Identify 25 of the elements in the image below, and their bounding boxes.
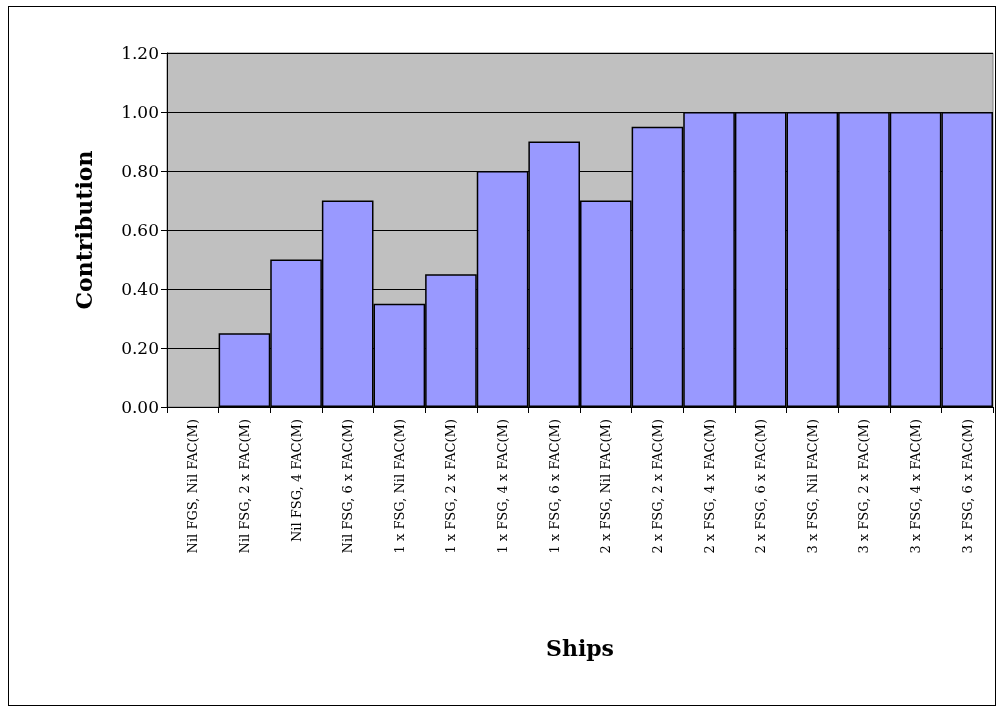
y-tick-label: 1.00: [121, 102, 159, 122]
x-tick-label: 3 x FSG, 6 x FAC(M): [959, 419, 975, 554]
x-tick-label: 2 x FSG, 2 x FAC(M): [649, 419, 665, 554]
x-tick-label: 1 x FSG, 2 x FAC(M): [443, 419, 459, 554]
y-tick-label: 0.80: [121, 161, 159, 181]
x-tick-label: 2 x FSG, Nil FAC(M): [598, 419, 614, 554]
x-tick-label: 3 x FSG, 2 x FAC(M): [856, 419, 872, 554]
y-tick-label: 0.40: [121, 279, 159, 299]
y-tick-label: 0.00: [121, 397, 159, 417]
x-axis-title: Ships: [545, 635, 615, 661]
y-axis-title: Contribution: [71, 150, 97, 310]
x-tick-label: 3 x FSG, Nil FAC(M): [804, 419, 820, 554]
x-tick-label: 1 x FSG, 6 x FAC(M): [546, 419, 562, 554]
x-tick-label: Nil FSG, 2 x FAC(M): [236, 419, 252, 554]
x-tick-label: 1 x FSG, Nil FAC(M): [391, 419, 407, 554]
x-tick-label: Nil FGS, Nil FAC(M): [185, 419, 201, 554]
y-tick-label: 0.60: [121, 220, 159, 240]
x-tick-label: 2 x FSG, 6 x FAC(M): [753, 419, 769, 554]
x-tick-label: 1 x FSG, 4 x FAC(M): [495, 419, 511, 554]
x-tick-label: 3 x FSG, 4 x FAC(M): [908, 419, 924, 554]
y-tick-label: 0.20: [121, 338, 159, 358]
y-tick-label: 1.20: [121, 43, 159, 63]
x-tick-label: Nil FSG, 4 FAC(M): [288, 419, 304, 543]
x-tick-label: Nil FSG, 6 x FAC(M): [340, 419, 356, 554]
x-tick-label: 2 x FSG, 4 x FAC(M): [701, 419, 717, 554]
